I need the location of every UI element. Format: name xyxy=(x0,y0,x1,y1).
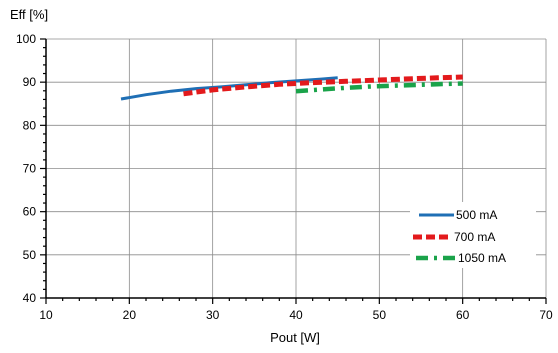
x-tick-label: 20 xyxy=(123,308,137,322)
series-line-500ma xyxy=(120,76,338,101)
series-line-1050ma xyxy=(295,81,463,94)
legend-label-700ma: 700 mA xyxy=(454,230,495,244)
y-axis-title: Eff [%] xyxy=(10,7,48,22)
y-tick-label: 100 xyxy=(16,32,36,46)
axes: 10 20 30 40 50 60 70 40 50 60 70 80 90 100 xyxy=(16,32,553,322)
y-tick-label: 50 xyxy=(23,248,37,262)
legend: 500 mA 700 mA 1050 mA xyxy=(410,202,536,268)
y-tick-label: 70 xyxy=(23,162,37,176)
y-tick-label: 90 xyxy=(23,75,37,89)
x-tick-label: 40 xyxy=(289,308,303,322)
x-tick-label: 30 xyxy=(206,308,220,322)
x-axis-title: Pout [W] xyxy=(270,330,320,345)
legend-label-1050ma: 1050 mA xyxy=(458,251,506,265)
y-tick-label: 40 xyxy=(23,291,37,305)
x-tick-label: 10 xyxy=(39,308,53,322)
x-tick-label: 70 xyxy=(539,308,553,322)
series-lines xyxy=(120,74,463,101)
legend-label-500ma: 500 mA xyxy=(456,208,497,222)
y-tick-label: 80 xyxy=(23,118,37,132)
x-tick-label: 60 xyxy=(456,308,470,322)
x-tick-label: 50 xyxy=(373,308,387,322)
series-line-700ma xyxy=(183,74,463,97)
y-tick-label: 60 xyxy=(23,205,37,219)
